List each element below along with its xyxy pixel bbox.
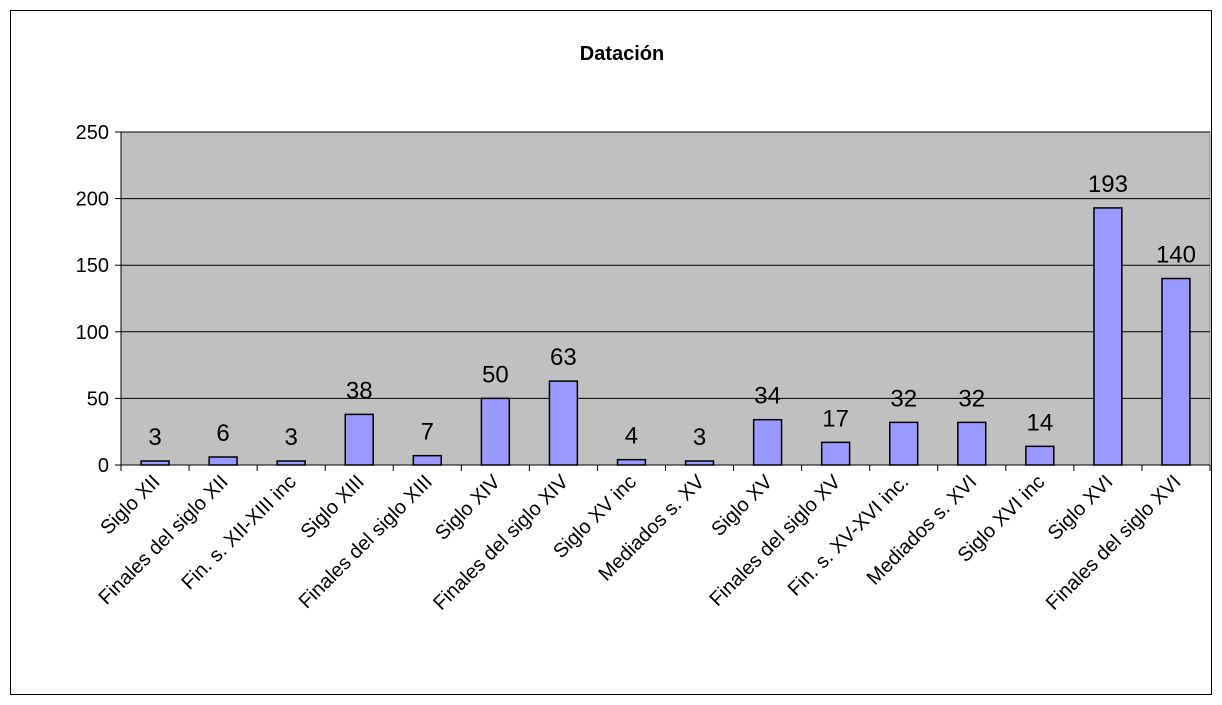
y-tick-label: 50 xyxy=(87,388,109,410)
plot-area xyxy=(120,131,1211,466)
bar xyxy=(752,418,783,466)
bar xyxy=(1161,277,1191,466)
bar xyxy=(548,380,579,466)
bar xyxy=(889,421,919,466)
y-tick-label: 250 xyxy=(76,122,109,144)
data-label: 193 xyxy=(1088,171,1128,198)
chart-title: Datación xyxy=(580,43,664,65)
data-label: 14 xyxy=(1026,409,1053,436)
data-label: 38 xyxy=(346,377,373,404)
y-tick-label: 200 xyxy=(76,189,109,211)
bar xyxy=(616,458,647,466)
data-label: 50 xyxy=(482,361,509,388)
bar xyxy=(684,460,715,466)
bar xyxy=(1093,207,1123,466)
y-tick-label: 0 xyxy=(98,455,109,477)
y-tick-label: 150 xyxy=(76,255,109,277)
bar xyxy=(1025,445,1055,466)
bar xyxy=(344,413,374,466)
data-label: 6 xyxy=(216,420,229,447)
data-label: 7 xyxy=(421,419,434,446)
data-label: 32 xyxy=(958,385,985,412)
bar xyxy=(820,441,851,466)
bar xyxy=(140,460,170,466)
y-tick-label: 100 xyxy=(76,322,109,344)
bar xyxy=(412,454,442,466)
data-label: 3 xyxy=(284,424,297,451)
data-label: 17 xyxy=(822,405,849,432)
bar xyxy=(276,460,306,466)
data-label: 4 xyxy=(625,423,638,450)
data-label: 140 xyxy=(1156,242,1196,269)
data-label: 3 xyxy=(148,424,161,451)
bar xyxy=(208,456,238,466)
data-label: 34 xyxy=(754,383,781,410)
bar xyxy=(957,421,987,466)
data-label: 3 xyxy=(693,424,706,451)
data-label: 63 xyxy=(550,344,577,371)
data-label: 32 xyxy=(890,385,917,412)
bar xyxy=(480,397,511,466)
